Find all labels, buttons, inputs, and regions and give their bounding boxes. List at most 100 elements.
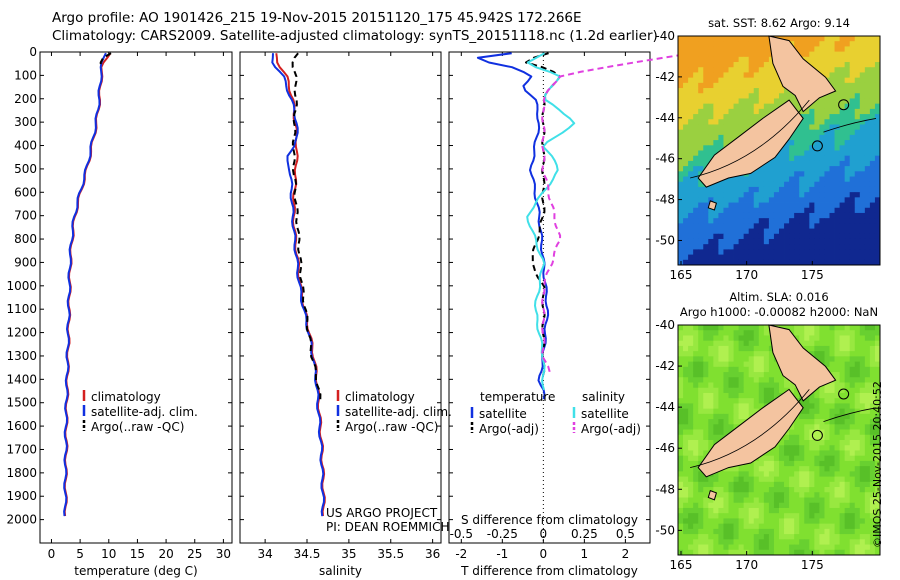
map-cell: [703, 218, 709, 224]
map-cell: [804, 544, 810, 551]
map-cell: [733, 330, 739, 336]
map-cell: [844, 36, 851, 42]
map-cell: [718, 207, 724, 214]
map-cell: [763, 382, 770, 389]
map-cell: [859, 476, 866, 483]
map-cell: [693, 98, 699, 105]
map-cell: [688, 528, 694, 535]
map-cell: [844, 382, 851, 389]
map-cell: [703, 413, 709, 420]
map-cell: [703, 325, 709, 331]
map-cell: [849, 155, 856, 162]
map-cell: [804, 408, 810, 415]
map-cell: [678, 413, 684, 420]
map-cell: [814, 487, 820, 493]
map-cell: [824, 539, 830, 545]
map-cell: [844, 197, 851, 203]
map-cell: [824, 476, 830, 483]
map-cell: [733, 129, 739, 136]
map-cell: [849, 366, 856, 373]
map-cell: [753, 513, 760, 519]
map-cell: [703, 249, 709, 255]
map-cell: [748, 335, 755, 342]
map-cell: [869, 387, 876, 394]
map-cell: [728, 408, 734, 415]
map-cell: [789, 518, 795, 525]
map-cell: [743, 330, 750, 336]
map-cell: [789, 476, 795, 483]
map-x-tick-label: 170: [735, 268, 758, 282]
map-cell: [849, 361, 856, 368]
map-cell: [703, 528, 709, 535]
map-cell: [708, 228, 714, 235]
map-cell: [844, 160, 851, 167]
x-tick-label: 35.5: [377, 547, 404, 561]
map-cell: [824, 46, 830, 53]
map-cell: [728, 93, 734, 99]
map-cell: [728, 41, 734, 47]
map-cell: [683, 403, 689, 410]
map-cell: [768, 487, 775, 493]
map-cell: [844, 419, 851, 425]
map-cell: [874, 476, 881, 483]
map-cell: [753, 62, 760, 68]
map-cell: [854, 259, 861, 266]
map-cell: [834, 88, 840, 94]
map-cell: [713, 124, 719, 131]
map-cell: [874, 233, 881, 240]
map-cell: [819, 140, 825, 146]
map-cell: [708, 192, 714, 198]
map-cell: [773, 534, 780, 540]
map-cell: [784, 460, 790, 467]
map-cell: [683, 82, 689, 89]
map-cell: [713, 372, 719, 378]
map-cell: [693, 413, 699, 420]
map-cell: [708, 249, 714, 255]
map-cell: [758, 403, 765, 410]
map-cell: [779, 523, 785, 530]
map-cell: [829, 429, 835, 436]
map-cell: [814, 134, 820, 141]
map-cell: [789, 528, 795, 535]
map-cell: [784, 244, 790, 250]
map-cell: [839, 429, 846, 436]
map-cell: [718, 249, 724, 255]
map-cell: [829, 259, 835, 266]
map-y-tick-label: -42: [655, 359, 675, 373]
map-cell: [733, 351, 739, 357]
map-cell: [839, 228, 846, 235]
map-cell: [688, 171, 694, 177]
map-cell: [869, 507, 876, 514]
map-cell: [678, 176, 684, 183]
map-cell: [723, 119, 729, 125]
map-cell: [829, 77, 835, 84]
map-cell: [693, 197, 699, 203]
map-x-tick-label: 175: [801, 268, 824, 282]
map-cell: [758, 228, 765, 235]
map-cell: [824, 93, 830, 99]
map-cell: [758, 197, 765, 203]
map-cell: [723, 518, 729, 525]
map-cell: [859, 88, 866, 94]
map-cell: [743, 228, 750, 235]
map-cell: [804, 518, 810, 525]
map-cell: [799, 244, 805, 250]
map-cell: [758, 335, 765, 342]
map-cell: [693, 497, 699, 504]
map-cell: [864, 492, 871, 498]
map-cell: [804, 166, 810, 172]
map-cell: [789, 325, 795, 331]
x-tick-label: 20: [158, 547, 173, 561]
map-cell: [859, 539, 866, 545]
map-cell: [864, 192, 871, 198]
map-cell: [844, 67, 851, 73]
map-cell: [804, 51, 810, 58]
map-cell: [789, 382, 795, 389]
map-cell: [869, 134, 876, 141]
map-cell: [728, 403, 734, 410]
map-cell: [698, 223, 704, 229]
map-cell: [753, 197, 760, 203]
map-cell: [804, 171, 810, 177]
map-cell: [854, 207, 861, 214]
depth-tick-label: 900: [14, 255, 37, 269]
